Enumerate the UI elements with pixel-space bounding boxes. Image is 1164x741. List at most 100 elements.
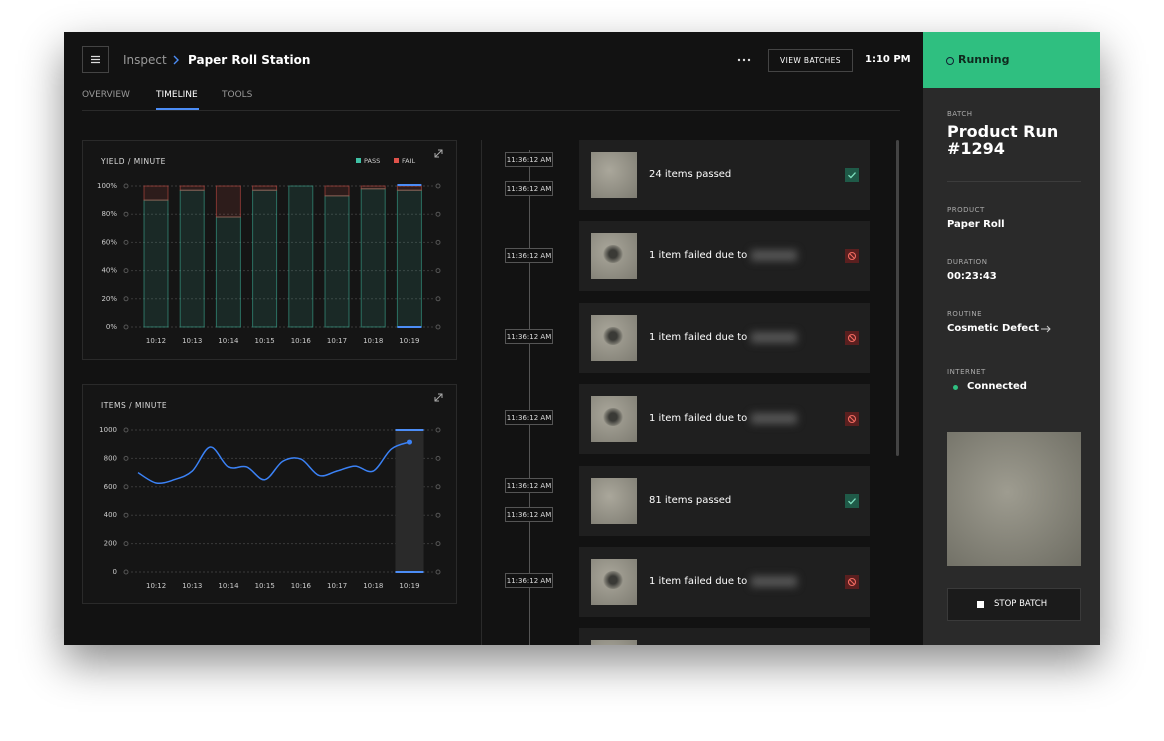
yield-chart: YIELD / MINUTE 0% 20% 40% 60% 80% 100% PASS FAIL… [97, 149, 443, 345]
bar-segment [215, 185, 241, 218]
y-tick-label: 600 [104, 483, 117, 491]
chart-title: YIELD / MINUTE [100, 157, 166, 166]
event-card[interactable]: 1 item failed due to [579, 547, 870, 617]
connected-dot [953, 385, 958, 390]
tick-dot [435, 512, 441, 518]
x-tick-label: 10:19 [399, 337, 419, 345]
ban-slash [849, 253, 855, 260]
tick-dot [435, 541, 441, 547]
tick-dot [435, 427, 441, 433]
side-panel: Running BATCH Product Run #1294 PRODUCT P… [923, 32, 1100, 645]
y-tick-label: 0% [106, 323, 117, 331]
status-icon [946, 57, 954, 65]
tick-dot [123, 541, 129, 547]
field-value: 00:23:43 [947, 271, 997, 282]
y-tick-label: 800 [104, 454, 117, 462]
ban-circle [847, 415, 857, 424]
event-text: 1 item failed due to [649, 576, 748, 587]
breadcrumb-root[interactable]: Inspect [123, 53, 167, 67]
y-tick-label: 400 [104, 511, 117, 519]
legend-swatch [356, 158, 361, 163]
timestamp: 11:36:12 AM [505, 573, 553, 588]
event-card[interactable]: 1 item failed due to [579, 221, 870, 292]
x-tick-label: 10:13 [182, 582, 202, 590]
scrollbar[interactable] [896, 140, 899, 456]
items-chart: ITEMS / MINUTE 0 200 400 600 800 1000 10:12 10:1… [99, 393, 443, 590]
y-tick-label: 80% [101, 210, 117, 218]
status-bg [845, 493, 859, 508]
x-tick-label: 10:15 [255, 582, 275, 590]
event-card[interactable]: 81 items passed [579, 465, 870, 536]
event-card[interactable]: 1 item failed due to [579, 384, 870, 455]
status-icon [845, 575, 859, 589]
redacted [751, 413, 797, 425]
tab[interactable]: TIMELINE [156, 90, 198, 100]
chart-title: ITEMS / MINUTE [101, 401, 167, 410]
event-card[interactable]: 24 items passed [579, 140, 870, 210]
bar-segment [252, 185, 278, 191]
tick-dot [123, 569, 129, 575]
line [137, 441, 410, 484]
more-icon[interactable] [737, 57, 751, 63]
ban-circle [847, 577, 857, 587]
tick-dot [123, 211, 129, 217]
tab[interactable]: TOOLS [222, 90, 253, 100]
ban-slash [849, 579, 855, 585]
tick-dot [123, 484, 129, 490]
legend-label: PASS [364, 157, 380, 165]
event-text: 1 item failed due to [649, 413, 748, 425]
x-tick-label: 10:16 [291, 582, 312, 590]
tick-dot [123, 427, 129, 433]
defect-spot [603, 245, 623, 264]
x-tick-label: 10:12 [146, 337, 166, 345]
redacted [751, 331, 797, 343]
status-icon [845, 330, 859, 345]
event-card[interactable] [579, 628, 870, 645]
bar-segment [396, 185, 422, 191]
bar-segment [179, 189, 205, 328]
selected-band [395, 430, 424, 572]
event-text: 1 item failed due to [649, 331, 748, 343]
defect-spot [603, 326, 623, 345]
timestamp: 11:36:12 AM [505, 248, 553, 263]
ban-circle [847, 333, 857, 342]
x-tick-label: 10:19 [399, 582, 419, 590]
x-tick-label: 10:18 [363, 337, 383, 345]
redacted [751, 576, 797, 587]
legend-swatch [394, 158, 399, 163]
tab[interactable]: OVERVIEW [82, 90, 130, 100]
redacted [751, 250, 797, 262]
tick-dot [435, 569, 441, 575]
view-batches-button[interactable]: VIEW BATCHES [768, 49, 853, 72]
tick-dot [435, 484, 441, 490]
sample-image [947, 432, 1081, 566]
bar-segment [252, 189, 278, 328]
expand-icon[interactable] [434, 149, 443, 158]
field-label: PRODUCT [947, 206, 985, 214]
field-value: Paper Roll [947, 219, 1005, 230]
routine-arrow[interactable] [1040, 325, 1052, 333]
x-tick-label: 10:13 [182, 337, 202, 345]
timestamp: 11:36:12 AM [505, 152, 553, 167]
field-label: DURATION [947, 258, 988, 266]
tab-indicator [156, 108, 199, 110]
tick-dot [123, 296, 129, 302]
event-text: 1 item failed due to [649, 250, 748, 262]
bar-segment [324, 185, 350, 197]
menu-icon [91, 55, 100, 64]
status-bg [845, 168, 859, 182]
tick-dot [123, 512, 129, 518]
clock: 1:10 PM [865, 54, 911, 65]
stop-batch-button[interactable]: STOP BATCH [947, 588, 1081, 621]
x-tick-label: 10:16 [291, 337, 312, 345]
tick-dot [435, 211, 441, 217]
expand-icon[interactable] [434, 393, 443, 402]
menu-button[interactable] [82, 46, 109, 73]
batch-name: Product Run #1294 [947, 122, 1059, 158]
tick-dot [123, 455, 129, 461]
tick-dot [123, 324, 129, 330]
status-icon [845, 168, 859, 182]
event-card[interactable]: 1 item failed due to [579, 302, 870, 373]
bar-segment [360, 185, 386, 190]
